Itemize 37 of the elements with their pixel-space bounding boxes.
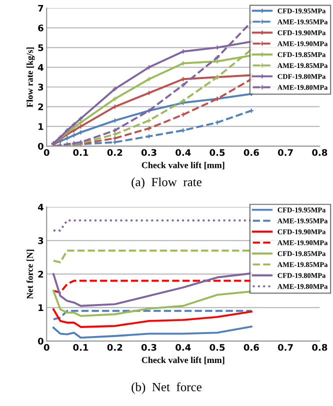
x-tick-label: 0.5 xyxy=(210,149,225,156)
y-tick-label: 1 xyxy=(38,304,44,311)
y-tick-label: 3 xyxy=(38,84,44,91)
x-tick-label: 0.1 xyxy=(73,149,88,156)
x-tick-label: 0.8 xyxy=(312,344,328,351)
x-tick-label: 0.4 xyxy=(176,149,191,156)
x-tick-label: 0.8 xyxy=(312,149,328,156)
y-tick-label: 2 xyxy=(38,270,44,278)
x-axis-title: Check valve lift [mm] xyxy=(142,356,224,364)
x-tick-label: 0.3 xyxy=(141,344,156,351)
x-tick-label: 0 xyxy=(44,149,50,156)
y-tick-label: 0 xyxy=(38,142,44,150)
x-tick-label: 0.1 xyxy=(73,344,88,351)
y-tick-label: 1 xyxy=(38,123,44,130)
y-axis-title: Flow rate [kg/s] xyxy=(26,47,35,108)
x-tick-label: 0 xyxy=(44,344,50,351)
x-tick-label: 0.6 xyxy=(244,344,259,351)
y-tick-label: 4 xyxy=(38,204,44,210)
x-tick-label: 0.6 xyxy=(244,149,259,156)
x-tick-label: 0.2 xyxy=(107,149,122,156)
y-tick-label: 6 xyxy=(38,24,44,32)
y-tick-label: 4 xyxy=(38,64,44,71)
x-tick-label: 0.2 xyxy=(107,344,122,351)
y-tick-label: 5 xyxy=(38,44,44,52)
x-tick-label: 0.7 xyxy=(278,344,293,351)
x-axis-title: Check valve lift [mm] xyxy=(142,162,224,170)
x-tick-label: 0.5 xyxy=(210,344,225,351)
y-tick-label: 2 xyxy=(38,103,44,110)
text: (a) Flow rate xyxy=(132,177,202,189)
y-tick-label: 7 xyxy=(38,4,44,12)
y-tick-label: 3 xyxy=(38,237,44,244)
text: (b) Net force xyxy=(132,382,202,394)
x-tick-label: 0.4 xyxy=(176,344,191,351)
x-tick-label: 0.3 xyxy=(141,149,156,156)
x-tick-label: 0.7 xyxy=(278,149,293,156)
y-axis-title: Net force [N] xyxy=(26,250,34,299)
y-tick-label: 0 xyxy=(38,338,44,345)
